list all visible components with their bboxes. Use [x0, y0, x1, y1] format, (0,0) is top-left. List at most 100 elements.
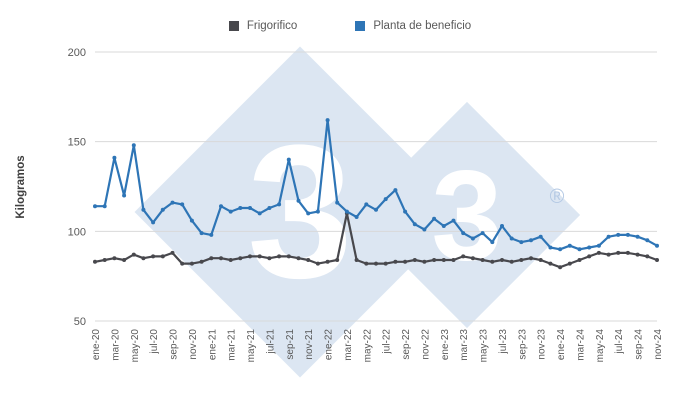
- data-point: [248, 206, 252, 210]
- data-point: [112, 155, 117, 160]
- data-point: [393, 188, 398, 193]
- y-tick-label-150: 150: [68, 137, 86, 149]
- data-point: [364, 202, 369, 207]
- data-point: [451, 258, 456, 262]
- x-tick-label-jul-22: jul-22: [382, 329, 393, 355]
- data-point: [596, 243, 601, 248]
- x-tick-label-jul-20: jul-20: [149, 329, 160, 355]
- data-point: [461, 254, 466, 259]
- data-point: [383, 261, 388, 266]
- data-point: [567, 261, 572, 266]
- data-point: [286, 157, 291, 162]
- x-tick-label-jul-24: jul-24: [614, 329, 625, 355]
- data-point: [422, 259, 427, 264]
- data-point: [616, 250, 621, 255]
- data-point: [432, 216, 437, 221]
- data-point: [325, 118, 330, 123]
- data-point: [577, 258, 582, 262]
- data-point: [645, 238, 650, 243]
- registered-trademark-icon: ®: [550, 186, 565, 208]
- x-tick-label-nov-24: nov-24: [653, 329, 664, 360]
- data-point: [122, 193, 127, 198]
- data-point: [257, 254, 262, 259]
- y-tick-label-100: 100: [68, 226, 86, 238]
- y-tick-label-200: 200: [68, 47, 86, 59]
- data-point: [500, 258, 504, 262]
- x-tick-label-ene-22: ene-22: [324, 329, 335, 361]
- data-point: [422, 227, 427, 232]
- x-tick-label-may-23: may-23: [479, 329, 490, 363]
- data-point: [538, 258, 543, 262]
- x-tick-label-ene-20: ene-20: [91, 329, 102, 361]
- data-point: [296, 256, 301, 261]
- data-point: [587, 254, 592, 259]
- data-point: [209, 256, 214, 261]
- data-point: [160, 254, 165, 259]
- data-point: [412, 222, 417, 227]
- x-tick-label-mar-22: mar-22: [343, 329, 354, 361]
- data-point: [267, 206, 272, 210]
- data-point: [267, 256, 272, 261]
- data-point: [257, 211, 262, 216]
- x-axis-tick-labels: ene-20 mar-20 may-20 jul-20 sep-20 nov-20 ene-…: [91, 329, 664, 363]
- data-point: [228, 258, 233, 262]
- data-point: [131, 143, 136, 148]
- watermark-diamond-small: [353, 101, 581, 329]
- data-point: [102, 204, 107, 209]
- data-point: [393, 259, 398, 264]
- x-tick-label-nov-20: nov-20: [188, 329, 199, 360]
- data-point: [616, 232, 621, 237]
- data-point: [558, 265, 563, 270]
- data-point: [606, 252, 611, 257]
- data-point: [141, 207, 146, 212]
- data-point: [180, 261, 185, 266]
- x-tick-label-jul-23: jul-23: [498, 329, 509, 355]
- x-tick-label-may-20: may-20: [130, 329, 141, 363]
- data-point: [500, 224, 504, 228]
- data-point: [122, 258, 127, 262]
- data-point: [625, 250, 630, 255]
- data-point: [461, 231, 466, 236]
- x-tick-label-sep-21: sep-21: [285, 329, 296, 360]
- data-point: [354, 215, 359, 219]
- data-point: [655, 258, 659, 262]
- data-point: [315, 261, 320, 266]
- data-point: [567, 243, 572, 248]
- data-point: [625, 232, 630, 237]
- data-point: [529, 238, 533, 243]
- data-point: [432, 258, 437, 262]
- data-point: [209, 232, 214, 237]
- data-point: [403, 259, 408, 264]
- data-point: [403, 209, 408, 214]
- x-tick-label-ene-24: ene-24: [556, 329, 567, 361]
- data-point: [151, 254, 156, 259]
- data-point: [470, 256, 475, 261]
- x-tick-label-mar-21: mar-21: [227, 329, 238, 361]
- gridlines: [95, 51, 657, 322]
- data-point: [606, 234, 611, 239]
- watermark-333-logo: 3 3 ®: [134, 46, 581, 378]
- x-tick-label-sep-22: sep-22: [401, 329, 412, 360]
- data-point: [102, 258, 107, 262]
- data-point: [509, 259, 514, 264]
- data-point: [170, 250, 175, 255]
- data-point: [383, 197, 388, 202]
- watermark-three-small: 3: [431, 145, 502, 288]
- x-tick-label-mar-23: mar-23: [459, 329, 470, 361]
- data-point: [189, 261, 194, 266]
- data-point: [199, 259, 204, 264]
- data-point: [558, 247, 563, 252]
- data-point: [451, 218, 456, 223]
- data-point: [335, 258, 340, 262]
- data-point: [470, 236, 475, 241]
- data-point: [645, 254, 650, 259]
- data-point: [248, 254, 252, 259]
- data-point: [529, 256, 533, 261]
- data-point: [655, 243, 659, 248]
- x-tick-label-nov-21: nov-21: [304, 329, 315, 360]
- data-point: [131, 252, 136, 257]
- x-tick-label-ene-23: ene-23: [440, 329, 451, 361]
- data-point: [441, 224, 446, 228]
- data-point: [412, 258, 417, 262]
